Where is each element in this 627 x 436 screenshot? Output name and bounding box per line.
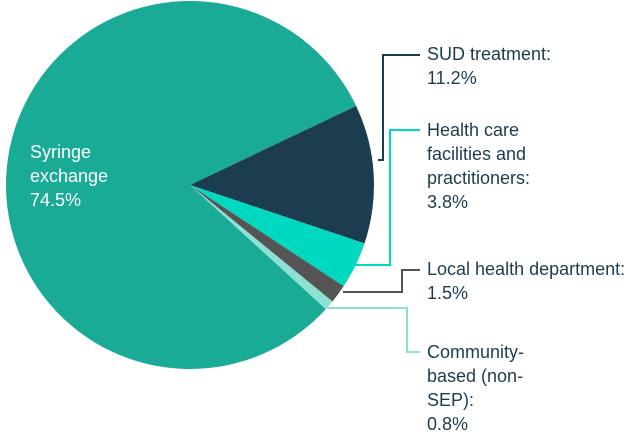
leader-line xyxy=(327,307,420,353)
pie-slice xyxy=(190,185,344,302)
leader-line xyxy=(378,54,420,161)
chart: Syringe exchange 74.5% SUD treatment: 11.… xyxy=(6,0,627,434)
value-label: 3.8% xyxy=(427,192,469,212)
value-label: 1.5% xyxy=(427,283,469,303)
category-name: Community-based (non-SEP): xyxy=(427,342,525,410)
pie-slice xyxy=(190,105,374,244)
leader-line xyxy=(355,129,420,266)
slice-label: Health care facilities and practitioners… xyxy=(427,118,577,214)
value-label: 0.8% xyxy=(427,414,469,434)
category-name: Health care facilities and practitioners… xyxy=(427,120,531,188)
slice-label: Community-based (non-SEP): 0.8% xyxy=(427,340,555,436)
pie-slice xyxy=(6,0,357,369)
category-name: Local health department: xyxy=(427,259,626,279)
value-label: 74.5% xyxy=(30,190,82,210)
slice-label: SUD treatment: 11.2% xyxy=(427,42,617,90)
pie-slice xyxy=(190,185,365,287)
value-label: 11.2% xyxy=(427,68,477,88)
leader-line xyxy=(343,269,420,293)
category-name: SUD treatment: xyxy=(427,44,552,64)
slice-label: Syringe exchange 74.5% xyxy=(30,140,150,212)
slice-label: Local health department: 1.5% xyxy=(427,257,627,305)
category-name: Syringe exchange xyxy=(30,142,109,186)
pie-slice xyxy=(190,185,333,310)
pie-canvas xyxy=(6,0,420,369)
